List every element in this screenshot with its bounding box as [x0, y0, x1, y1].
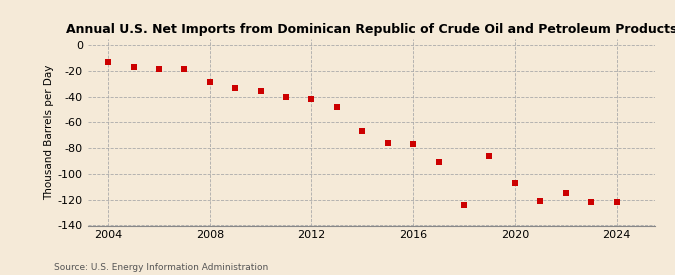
- Point: [382, 141, 393, 145]
- Title: Annual U.S. Net Imports from Dominican Republic of Crude Oil and Petroleum Produ: Annual U.S. Net Imports from Dominican R…: [65, 23, 675, 36]
- Point: [586, 200, 597, 205]
- Point: [230, 85, 240, 90]
- Point: [458, 203, 469, 207]
- Point: [535, 199, 545, 203]
- Point: [128, 65, 139, 69]
- Point: [611, 200, 622, 205]
- Point: [357, 129, 368, 134]
- Point: [205, 80, 215, 84]
- Point: [103, 59, 113, 64]
- Point: [484, 154, 495, 158]
- Point: [179, 67, 190, 72]
- Point: [255, 89, 266, 94]
- Point: [408, 142, 418, 147]
- Point: [560, 191, 571, 196]
- Text: Source: U.S. Energy Information Administration: Source: U.S. Energy Information Administ…: [54, 263, 268, 272]
- Point: [153, 67, 164, 72]
- Point: [331, 105, 342, 109]
- Y-axis label: Thousand Barrels per Day: Thousand Barrels per Day: [44, 64, 53, 200]
- Point: [306, 97, 317, 101]
- Point: [433, 160, 444, 164]
- Point: [281, 94, 292, 99]
- Point: [510, 181, 520, 185]
